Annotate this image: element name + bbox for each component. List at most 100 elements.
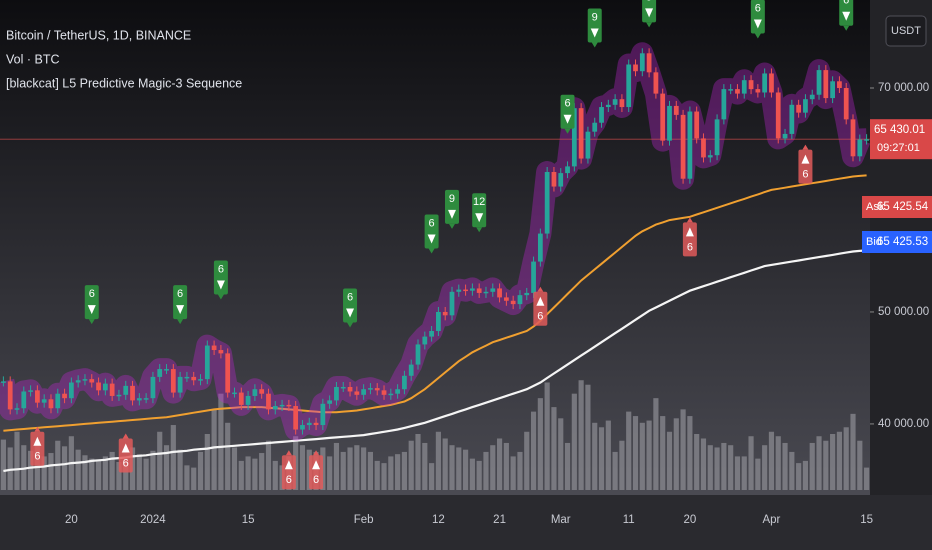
volume-bar bbox=[476, 460, 482, 490]
candle-body bbox=[266, 393, 271, 410]
sell-arrow bbox=[216, 280, 225, 290]
volume-bar bbox=[238, 460, 244, 490]
candle-body bbox=[673, 105, 679, 115]
candle-body bbox=[327, 400, 333, 404]
candle-body bbox=[218, 350, 224, 354]
sell-arrow bbox=[427, 234, 436, 244]
candle-body bbox=[211, 345, 217, 351]
candle-body bbox=[340, 386, 346, 389]
candle-body bbox=[252, 389, 258, 396]
candle-body bbox=[313, 422, 319, 426]
sell-signal bbox=[424, 214, 439, 249]
volume-bar bbox=[163, 445, 170, 490]
volume-bar bbox=[530, 411, 537, 490]
candle-body bbox=[803, 99, 808, 113]
candle-body bbox=[361, 389, 367, 395]
candle-body bbox=[368, 388, 373, 390]
volume-bar bbox=[82, 455, 88, 490]
sell-arrow bbox=[176, 305, 185, 315]
candle-body bbox=[551, 171, 557, 187]
volume-bar bbox=[136, 454, 142, 490]
candle-body bbox=[483, 291, 489, 294]
sell-signal-label: 6 bbox=[218, 263, 224, 275]
ask-tag bbox=[862, 196, 886, 218]
candle-body bbox=[320, 403, 326, 426]
sell-arrow bbox=[842, 11, 851, 21]
candle-body bbox=[109, 383, 115, 396]
sell-signal bbox=[560, 94, 575, 129]
ma-mid-line bbox=[3, 174, 867, 432]
x-tick-label: Feb bbox=[354, 514, 374, 526]
volume-bar bbox=[626, 411, 632, 490]
candle-body bbox=[55, 393, 61, 409]
candle-body bbox=[102, 383, 108, 391]
volume-bar bbox=[809, 442, 815, 490]
volume-bar bbox=[143, 458, 149, 490]
volume-bar bbox=[653, 398, 659, 490]
volume-bar bbox=[585, 384, 591, 490]
sell-arrow bbox=[447, 209, 456, 219]
volume-bar bbox=[41, 456, 47, 490]
volume-bar bbox=[728, 445, 734, 490]
candle-body bbox=[476, 288, 482, 293]
sell-signal-label: 6 bbox=[564, 98, 570, 110]
volume-bar bbox=[802, 460, 809, 490]
sell-pointer bbox=[217, 294, 224, 300]
buy-signal-label: 6 bbox=[687, 241, 693, 253]
candle-body bbox=[646, 53, 652, 73]
volume-bar bbox=[646, 420, 652, 490]
candle-body bbox=[136, 398, 142, 401]
volume-bar bbox=[184, 465, 190, 490]
volume-bar bbox=[673, 418, 679, 490]
candle-body bbox=[41, 399, 47, 403]
buy-signal-label: 6 bbox=[286, 474, 292, 486]
candle-body bbox=[470, 288, 475, 291]
sell-signal bbox=[444, 189, 459, 224]
candle-body bbox=[422, 336, 428, 345]
candle-body bbox=[123, 385, 129, 395]
volume-bar bbox=[89, 458, 95, 490]
candle-body bbox=[62, 393, 67, 399]
overlay: Bitcoin / TetherUS, 1D, BINANCE Vol · BT… bbox=[6, 15, 932, 526]
volume-bar bbox=[225, 422, 231, 490]
currency[interactable]: USDT bbox=[891, 25, 921, 37]
candle-body bbox=[381, 390, 387, 395]
volume-bar bbox=[816, 436, 822, 490]
candle-body bbox=[537, 233, 543, 262]
sell-signal-label: 6 bbox=[89, 288, 95, 300]
volume-bar bbox=[415, 434, 421, 490]
candle-body bbox=[531, 261, 536, 293]
candle-body bbox=[191, 376, 197, 381]
currency-button[interactable] bbox=[885, 15, 927, 47]
ma-slow-line bbox=[3, 249, 867, 473]
candle-body bbox=[347, 386, 353, 392]
volume-bar bbox=[442, 438, 448, 490]
candle-body bbox=[769, 73, 774, 93]
volume-bar bbox=[48, 453, 54, 490]
buy-pointer bbox=[313, 450, 320, 456]
sell-signal bbox=[173, 285, 188, 320]
volume-bar bbox=[170, 425, 176, 490]
sell-pointer bbox=[428, 248, 435, 254]
candle-body bbox=[75, 380, 81, 383]
volume-bar bbox=[150, 450, 156, 490]
sell-pointer bbox=[476, 227, 483, 233]
candle-body bbox=[728, 89, 734, 91]
volume-bar bbox=[191, 467, 197, 490]
candle-body bbox=[735, 89, 740, 94]
volume-bar bbox=[537, 398, 543, 490]
candle-body bbox=[7, 381, 13, 410]
candle-body bbox=[517, 295, 523, 305]
sell-signal-label: 6 bbox=[347, 291, 353, 303]
candle-body bbox=[436, 311, 441, 331]
candle-body bbox=[741, 80, 747, 94]
buy-signal-label: 6 bbox=[34, 451, 40, 463]
candle-body bbox=[837, 81, 842, 89]
sell-pointer bbox=[177, 319, 184, 325]
sell-arrow bbox=[753, 19, 762, 29]
buy-signal bbox=[30, 431, 45, 466]
candle-body bbox=[721, 89, 727, 120]
volume-bar bbox=[687, 416, 693, 490]
sell-signal-label: 9 bbox=[449, 193, 455, 205]
x-tick-label: 15 bbox=[242, 514, 255, 526]
